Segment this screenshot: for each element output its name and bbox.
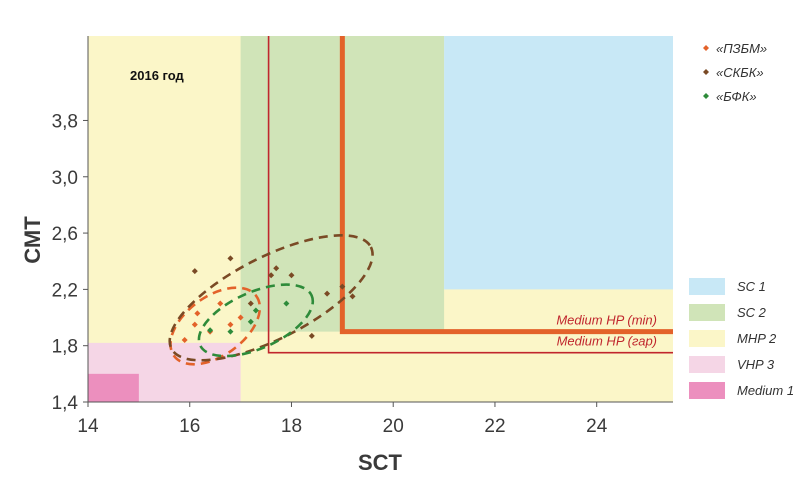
ellipse-бфк (197, 283, 315, 358)
threshold-label-medium-hp-min: Medium HP (min) (556, 313, 657, 328)
y-tick-label: 3,8 (52, 111, 78, 132)
data-points (181, 255, 356, 344)
legend-marker-пзбм (703, 45, 709, 51)
year-annotation: 2016 год (130, 68, 185, 83)
threshold-lines (267, 36, 673, 354)
threshold-label-medium-hp-гар: Medium HP (гар) (557, 334, 657, 349)
y-tick-label: 1,4 (52, 393, 79, 414)
threshold-line-medium-hp-min (339, 36, 673, 335)
point-бфк (247, 318, 254, 325)
x-tick-label: 18 (281, 416, 302, 437)
x-tick-label: 24 (586, 416, 608, 437)
y-tick-label: 2,6 (52, 224, 78, 245)
legend-label-medium-1: Medium 1 (737, 383, 794, 398)
legend-label-vhp-3: VHP 3 (737, 357, 775, 372)
x-tick-label: 22 (484, 416, 505, 437)
y-tick-label: 1,8 (52, 337, 78, 358)
legend-swatch-mhp-2 (689, 330, 725, 347)
point-пзбм (237, 314, 244, 321)
y-tick-label: 3,0 (52, 168, 78, 189)
threshold-line-medium-hp-гар (267, 36, 673, 354)
point-бфк (207, 327, 214, 334)
legend-label-бфк: «БФК» (716, 89, 757, 104)
point-пзбм (181, 337, 188, 344)
point-скбк (191, 268, 198, 275)
point-скбк (227, 255, 234, 262)
series-legend: «ПЗБМ» «СКБК» «БФК» (703, 41, 767, 104)
x-tick-label: 20 (383, 416, 404, 437)
point-скбк (339, 283, 346, 290)
point-бфк (283, 300, 290, 307)
axes: 14 16 18 20 22 24 1,4 1,8 2,2 2,6 3,0 3,8 (52, 36, 673, 437)
cluster-ellipses (168, 234, 374, 366)
x-tick-label: 16 (179, 416, 200, 437)
point-скбк (273, 265, 280, 272)
point-пзбм (227, 321, 234, 328)
legend-label-пзбм: «ПЗБМ» (716, 41, 767, 56)
legend-label-скбк: «СКБК» (716, 65, 764, 80)
zone-sc-1 (444, 36, 673, 290)
zone-legend: SC 1 SC 2 MHP 2 VHP 3 Medium 1 (689, 278, 794, 399)
legend-swatch-medium-1 (689, 382, 725, 399)
legend-marker-скбк (703, 69, 709, 75)
legend-swatch-sc-2 (689, 304, 725, 321)
ellipse-пзбм (169, 286, 262, 366)
point-скбк (268, 272, 275, 279)
point-скбк (288, 272, 295, 279)
point-скбк (324, 290, 331, 297)
point-скбк (247, 300, 254, 307)
y-axis-title: СМТ (20, 216, 45, 264)
legend-swatch-sc-1 (689, 278, 725, 295)
y-tick-label: 2,2 (52, 280, 78, 301)
zone-medium-1 (88, 373, 139, 402)
legend-label-sc-1: SC 1 (737, 279, 766, 294)
point-бфк (227, 328, 234, 335)
legend-label-sc-2: SC 2 (737, 305, 767, 320)
point-скбк (308, 332, 315, 339)
point-пзбм (191, 321, 198, 328)
point-пзбм (217, 300, 224, 307)
x-tick-label: 14 (77, 416, 99, 437)
point-пзбм (194, 310, 201, 317)
point-бфк (252, 307, 259, 314)
legend-marker-бфк (703, 93, 709, 99)
legend-label-mhp-2: MHP 2 (737, 331, 777, 346)
point-скбк (349, 293, 356, 300)
threshold-line-labels: Medium HP (min) Medium HP (гар) (556, 313, 657, 349)
legend-swatch-vhp-3 (689, 356, 725, 373)
x-axis-title: SCT (358, 450, 403, 475)
